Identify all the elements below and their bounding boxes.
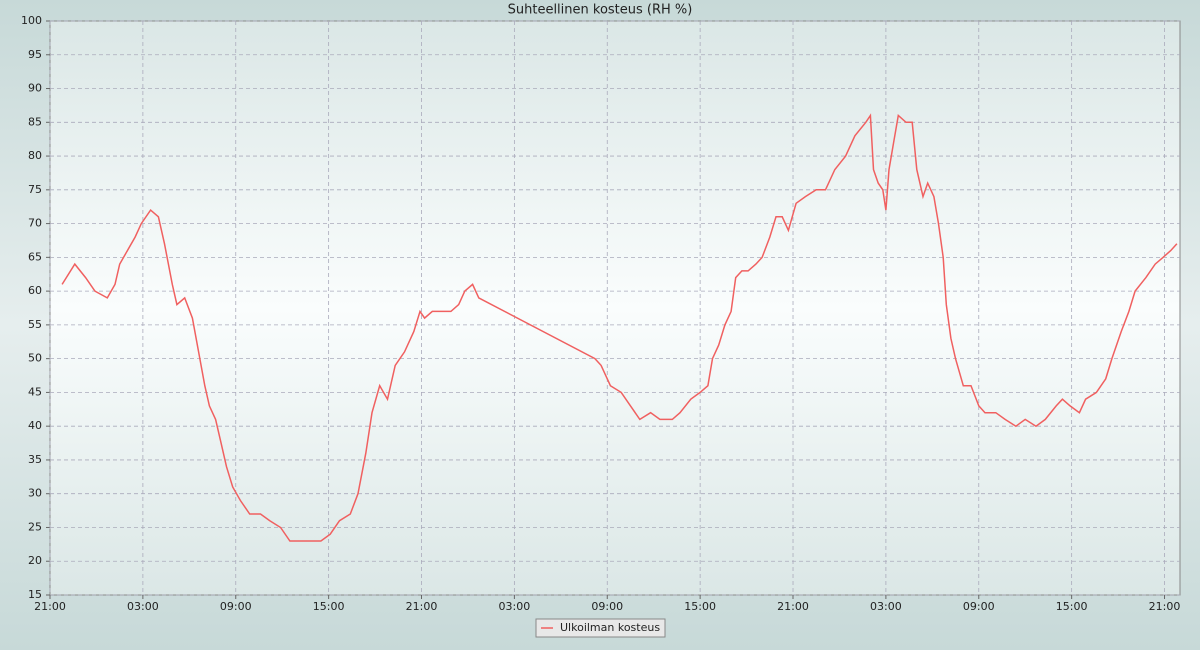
y-tick-label: 80 [28, 149, 42, 162]
x-tick-label: 21:00 [1149, 600, 1181, 613]
y-tick-label: 30 [28, 487, 42, 500]
grid: 15 20 25 30 35 40 45 50 55 60 65 70 75 80 85 90 95 100 21:… [21, 14, 1180, 613]
legend-label: Ulkoilman kosteus [560, 621, 660, 634]
y-tick-label: 85 [28, 115, 42, 128]
y-tick-label: 75 [28, 183, 42, 196]
x-tick-label: 09:00 [963, 600, 995, 613]
chart-title: Suhteellinen kosteus (RH %) [508, 3, 693, 18]
x-tick-label: 15:00 [1056, 600, 1088, 613]
y-tick-label: 50 [28, 352, 42, 365]
x-tick-label: 03:00 [127, 600, 159, 613]
x-tick-label: 03:00 [870, 600, 902, 613]
legend [535, 618, 666, 638]
x-tick-label: 09:00 [220, 600, 252, 613]
x-tick-label: 03:00 [499, 600, 531, 613]
y-tick-label: 15 [28, 588, 42, 601]
y-tick-label: 100 [21, 14, 42, 27]
y-tick-label: 20 [28, 554, 42, 567]
x-tick-label: 15:00 [313, 600, 345, 613]
x-tick-label: 09:00 [591, 600, 623, 613]
y-tick-label: 40 [28, 419, 42, 432]
y-tick-label: 35 [28, 453, 42, 466]
y-tick-label: 55 [28, 318, 42, 331]
x-tick-label: 15:00 [684, 600, 716, 613]
plot-area [49, 20, 1181, 596]
y-tick-label: 25 [28, 520, 42, 533]
y-tick-label: 95 [28, 48, 42, 61]
x-tick-label: 21:00 [34, 600, 66, 613]
y-tick-label: 70 [28, 217, 42, 230]
data-line [61, 113, 1178, 542]
x-tick-label: 21:00 [406, 600, 438, 613]
y-tick-label: 45 [28, 385, 42, 398]
x-tick-label: 21:00 [777, 600, 809, 613]
plot [61, 113, 1178, 542]
y-tick-label: 90 [28, 82, 42, 95]
y-tick-label: 65 [28, 250, 42, 263]
y-tick-label: 60 [28, 284, 42, 297]
